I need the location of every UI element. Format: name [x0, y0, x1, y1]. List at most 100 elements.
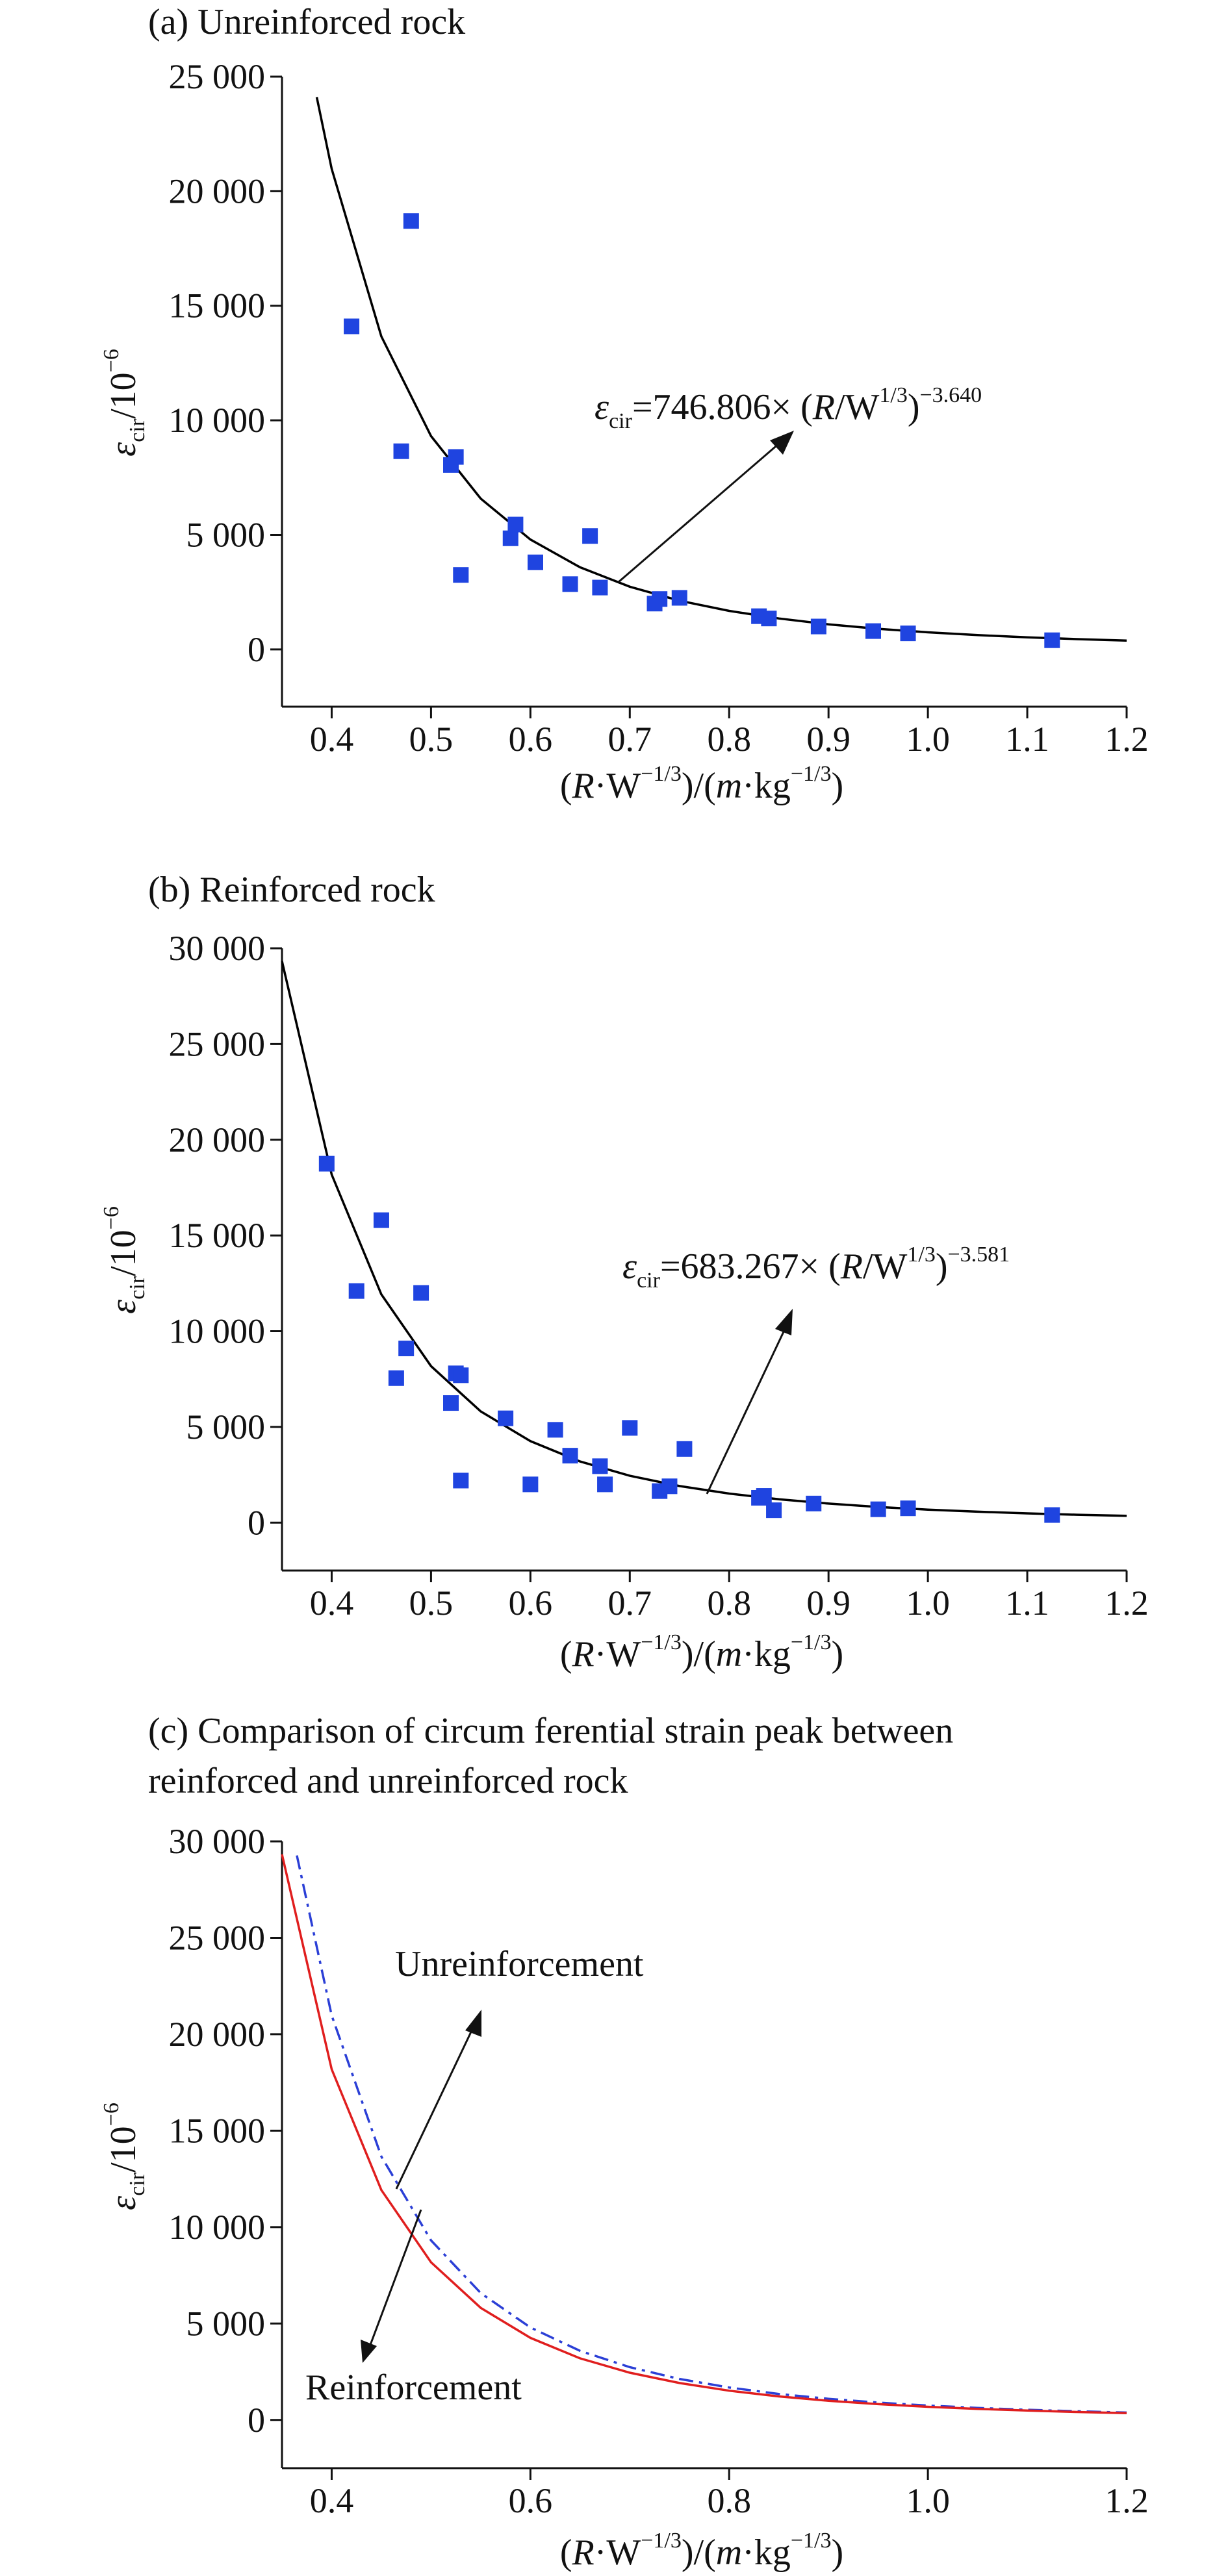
panelA-y-tick-label: 10 000 — [169, 401, 266, 440]
panelA-x-tick-label: 0.6 — [509, 720, 553, 759]
panel-b-data-point — [398, 1341, 415, 1357]
panel-a-points — [344, 213, 1060, 648]
panelC-y-tick-label: 25 000 — [169, 1918, 266, 1957]
svg-text:εcir/10−6: εcir/10−6 — [99, 1206, 149, 1314]
panelA-y-tick-label: 0 — [248, 630, 265, 669]
panel-b-data-point — [676, 1441, 693, 1457]
panel-b-data-point — [622, 1420, 638, 1436]
panelB-y-tick-label: 0 — [248, 1503, 265, 1542]
panel-a-data-point — [900, 625, 916, 642]
panel-c-unreinforcement-arrow-head — [465, 2010, 481, 2037]
panel-b-data-point — [373, 1212, 389, 1228]
panel-b-data-point — [756, 1488, 772, 1504]
panelB-y-tick-label: 10 000 — [169, 1312, 266, 1351]
svg-text:εcir/10−6: εcir/10−6 — [99, 2102, 149, 2210]
panel-a-data-point — [810, 618, 826, 635]
panel-b-data-point — [547, 1422, 563, 1438]
panelC-y-tick-label: 10 000 — [169, 2208, 266, 2247]
panelA-x-tick-label: 1.0 — [906, 720, 950, 759]
panel-b: (b) Reinforced rock 0 5 000 10 000 15 000 20… — [99, 870, 1149, 1674]
panel-b-data-point — [388, 1370, 404, 1386]
panelB-y-tick-label: 15 000 — [169, 1216, 266, 1255]
panel-a: (a) Unreinforced rock 0 5 000 10 000 15 000… — [99, 2, 1149, 806]
panel-c-y-axis-label: εcir/10−6 — [99, 2102, 149, 2210]
panel-a-data-point — [865, 623, 881, 639]
panelA-x-tick-label: 0.5 — [409, 720, 454, 759]
panelA-x-tick-label: 0.4 — [310, 720, 354, 759]
panel-b-data-point — [348, 1283, 365, 1299]
panel-a-fit-equation: εcir=746.806× (R/W1/3)−3.640 — [595, 383, 982, 433]
panelB-x-tick-label: 0.7 — [608, 1584, 652, 1623]
panel-a-arrow-head — [770, 431, 794, 455]
panel-b-data-point — [413, 1285, 429, 1301]
panelA-x-tick-label: 0.9 — [806, 720, 851, 759]
panel-a-data-point — [582, 528, 598, 544]
panelB-x-tick-label: 1.1 — [1005, 1584, 1049, 1623]
panel-a-data-point — [761, 611, 777, 627]
panel-b-data-point — [443, 1395, 459, 1411]
panel-a-data-point — [453, 567, 469, 583]
panel-b-data-point — [870, 1501, 886, 1517]
panelC-x-tick-label: 0.8 — [707, 2481, 751, 2520]
panelB-x-tick-label: 1.0 — [906, 1584, 950, 1623]
panel-a-y-ticks: 0 5 000 10 000 15 000 20 000 25 000 — [169, 57, 282, 669]
panel-b-fit-curve — [281, 961, 1127, 1517]
panel-a-data-point — [671, 590, 687, 606]
panel-b-data-point — [318, 1155, 335, 1172]
panel-a-data-point — [403, 213, 419, 229]
panel-b-data-point — [522, 1476, 539, 1493]
panel-a-data-point — [344, 318, 360, 335]
panel-c: (c) Comparison of circum ferential strai… — [99, 1711, 1149, 2573]
panel-a-fit-curve — [315, 97, 1127, 642]
panel-c-x-ticks: 0.4 0.6 0.8 1.0 1.2 — [310, 2468, 1149, 2520]
panelB-x-tick-label: 0.9 — [806, 1584, 851, 1623]
panel-a-data-point — [393, 443, 409, 459]
panel-c-unreinforcement-label: Unreinforcement — [395, 1944, 644, 1984]
panel-a-title: (a) Unreinforced rock — [148, 2, 465, 42]
panel-b-points — [318, 1155, 1060, 1523]
panelA-y-tick-label: 15 000 — [169, 286, 266, 325]
panelC-x-tick-label: 0.6 — [509, 2481, 553, 2520]
panel-b-data-point — [806, 1495, 822, 1511]
panelC-y-tick-label: 0 — [248, 2401, 265, 2440]
panel-c-y-ticks: 0 5 000 10 000 15 000 20 000 25 000 30 000 — [169, 1822, 282, 2440]
panel-b-fit-equation: εcir=683.267× (R/W1/3)−3.581 — [622, 1243, 1010, 1293]
panelC-y-tick-label: 15 000 — [169, 2111, 266, 2150]
panelA-x-tick-label: 0.7 — [608, 720, 652, 759]
panelA-x-tick-label: 1.1 — [1005, 720, 1049, 759]
panel-b-data-point — [498, 1410, 514, 1426]
panelC-y-tick-label: 20 000 — [169, 2015, 266, 2054]
panelB-x-tick-label: 0.8 — [707, 1584, 751, 1623]
panel-a-data-point — [507, 516, 524, 533]
svg-text:εcir/10−6: εcir/10−6 — [99, 349, 149, 457]
panel-a-data-point — [448, 449, 464, 465]
panelC-y-tick-label: 30 000 — [169, 1822, 266, 1861]
panelA-y-tick-label: 20 000 — [169, 171, 266, 210]
panelB-y-tick-label: 25 000 — [169, 1024, 266, 1063]
panel-b-y-axis-label: εcir/10−6 — [99, 1206, 149, 1314]
panel-b-x-axis-label: (R·W−1/3)/(m·kg−1/3) — [560, 1630, 843, 1674]
panel-c-reinforcement-label: Reinforcement — [305, 2368, 522, 2408]
panel-a-data-point — [528, 554, 543, 570]
panelB-x-tick-label: 0.4 — [310, 1584, 354, 1623]
panel-b-data-point — [562, 1448, 578, 1464]
panel-c-reinforcement-line — [281, 1854, 1127, 2414]
panelC-y-tick-label: 5 000 — [186, 2304, 266, 2343]
panelA-y-tick-label: 5 000 — [186, 515, 266, 554]
panelA-x-tick-label: 1.2 — [1105, 720, 1149, 759]
panel-b-arrow-line — [706, 1326, 787, 1495]
panel-a-data-point — [592, 579, 608, 596]
panel-b-data-point — [453, 1367, 469, 1383]
panelB-y-tick-label: 5 000 — [186, 1408, 266, 1446]
panel-b-data-point — [597, 1476, 613, 1493]
panel-b-data-point — [661, 1478, 678, 1495]
panelB-x-tick-label: 1.2 — [1105, 1584, 1149, 1623]
panel-c-x-axis-label: (R·W−1/3)/(m·kg−1/3) — [560, 2529, 843, 2573]
panelA-y-tick-label: 25 000 — [169, 57, 266, 96]
panelC-x-tick-label: 1.2 — [1105, 2481, 1149, 2520]
panelB-x-tick-label: 0.6 — [509, 1584, 553, 1623]
panel-b-data-point — [592, 1458, 608, 1474]
panel-c-reinforcement-arrow-head — [361, 2340, 377, 2363]
panel-c-title-line-2: reinforced and unreinforced rock — [148, 1761, 628, 1801]
